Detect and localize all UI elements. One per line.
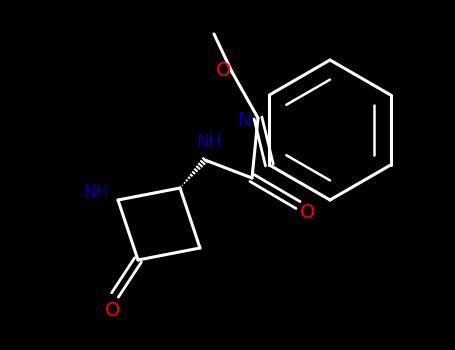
Text: O: O — [216, 61, 232, 79]
Text: O: O — [300, 203, 316, 223]
Text: N: N — [237, 111, 251, 130]
Text: O: O — [105, 301, 121, 320]
Text: NH: NH — [84, 183, 108, 201]
Text: NH: NH — [197, 133, 222, 151]
